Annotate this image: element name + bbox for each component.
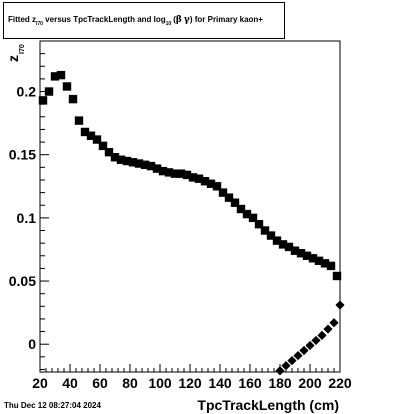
diamond-point	[287, 356, 297, 366]
square-point	[224, 193, 234, 202]
square-point	[206, 179, 216, 188]
square-point	[92, 135, 102, 144]
data-marks	[38, 70, 345, 376]
x-tick-label-200: 200	[298, 375, 322, 391]
x-tick-label-60: 60	[92, 375, 108, 391]
square-point	[332, 271, 342, 281]
y-axis-title-sub: I70	[19, 44, 26, 54]
square-point	[218, 188, 228, 197]
x-tick-label-220: 220	[328, 375, 352, 391]
square-point	[98, 141, 108, 151]
square-point	[326, 261, 336, 271]
square-point	[200, 177, 210, 186]
square-point	[278, 240, 288, 249]
title-part3: (	[173, 15, 176, 24]
square-point	[50, 72, 60, 81]
square-point	[110, 153, 120, 162]
square-point	[158, 166, 168, 176]
square-point	[140, 160, 150, 170]
square-point	[302, 251, 312, 260]
plot-frame	[39, 40, 341, 373]
square-point	[284, 242, 294, 252]
title-part2-sub: 10	[166, 21, 172, 27]
y-tick-label-0.05: 0.05	[9, 273, 36, 289]
square-point	[104, 147, 114, 157]
square-point	[194, 174, 204, 183]
square-point	[38, 96, 48, 105]
x-tick-label-40: 40	[62, 375, 78, 391]
square-point	[56, 70, 66, 80]
square-point	[236, 204, 246, 214]
y-tick-label-0: 0	[28, 336, 36, 352]
square-point	[116, 155, 126, 164]
chart-title: Fitted zI70 versus TpcTrackLength and lo…	[8, 15, 263, 27]
diamond-point	[335, 300, 345, 310]
title-part2: versus TpcTrackLength and log	[43, 15, 166, 24]
square-point	[212, 182, 222, 191]
square-point	[266, 231, 276, 240]
title-part1: Fitted z	[8, 15, 36, 24]
title-part1-sub: I70	[36, 21, 43, 27]
title-part4: ) for Primary kaon+	[190, 15, 263, 24]
square-point	[74, 116, 84, 125]
x-tick-label-20: 20	[32, 375, 48, 391]
diamond-point	[299, 345, 309, 356]
diamond-point	[323, 324, 333, 334]
square-point	[176, 169, 186, 178]
square-point	[296, 249, 306, 258]
x-tick-label-160: 160	[238, 375, 262, 391]
square-point	[152, 164, 162, 173]
title-gamma: γ	[184, 15, 190, 25]
diamond-point	[281, 361, 291, 371]
square-point	[86, 131, 96, 140]
square-point	[248, 213, 258, 223]
square-point	[260, 226, 270, 235]
title-box	[3, 2, 285, 39]
square-point	[290, 246, 300, 255]
x-axis-title: TpcTrackLength (cm)	[197, 397, 339, 413]
diamond-point	[293, 350, 303, 361]
square-point	[182, 170, 192, 180]
square-point	[314, 256, 324, 266]
y-tick-label-0.1: 0.1	[17, 210, 37, 226]
square-point	[170, 169, 180, 178]
square-point	[254, 219, 264, 229]
square-point	[146, 161, 156, 171]
diamond-point	[275, 366, 285, 376]
x-tick-label-100: 100	[148, 375, 172, 391]
square-point	[272, 236, 282, 245]
axes: 20 40 60 80 100 120 140 160 180 200 220 0 0.05 0.1 0.1…	[9, 40, 352, 391]
square-point	[122, 156, 132, 166]
y-tick-label-0.2: 0.2	[17, 84, 37, 100]
square-point	[230, 198, 240, 207]
square-point	[62, 82, 72, 91]
square-point	[68, 94, 78, 104]
square-point	[134, 159, 144, 168]
y-tick-label-0.15: 0.15	[9, 147, 36, 163]
square-point	[320, 259, 330, 268]
square-point	[188, 173, 198, 182]
x-tick-label-120: 120	[178, 375, 202, 391]
diamond-point	[311, 335, 321, 346]
square-point	[80, 127, 90, 137]
x-tick-label-80: 80	[122, 375, 138, 391]
diamond-point	[317, 330, 327, 340]
y-axis-title: z I70	[5, 44, 26, 62]
y-axis-title-main: z	[5, 55, 21, 62]
diamond-point	[329, 318, 339, 328]
x-tick-label-180: 180	[268, 375, 292, 391]
x-tick-label-140: 140	[208, 375, 232, 391]
square-point	[242, 209, 252, 219]
diamond-point	[305, 340, 315, 351]
square-point	[308, 254, 318, 263]
footer-date: Thu Dec 12 08:27:04 2024	[4, 401, 101, 410]
square-point	[164, 168, 174, 177]
square-point	[128, 158, 138, 167]
square-point	[44, 87, 54, 96]
title-beta: β	[176, 15, 182, 25]
